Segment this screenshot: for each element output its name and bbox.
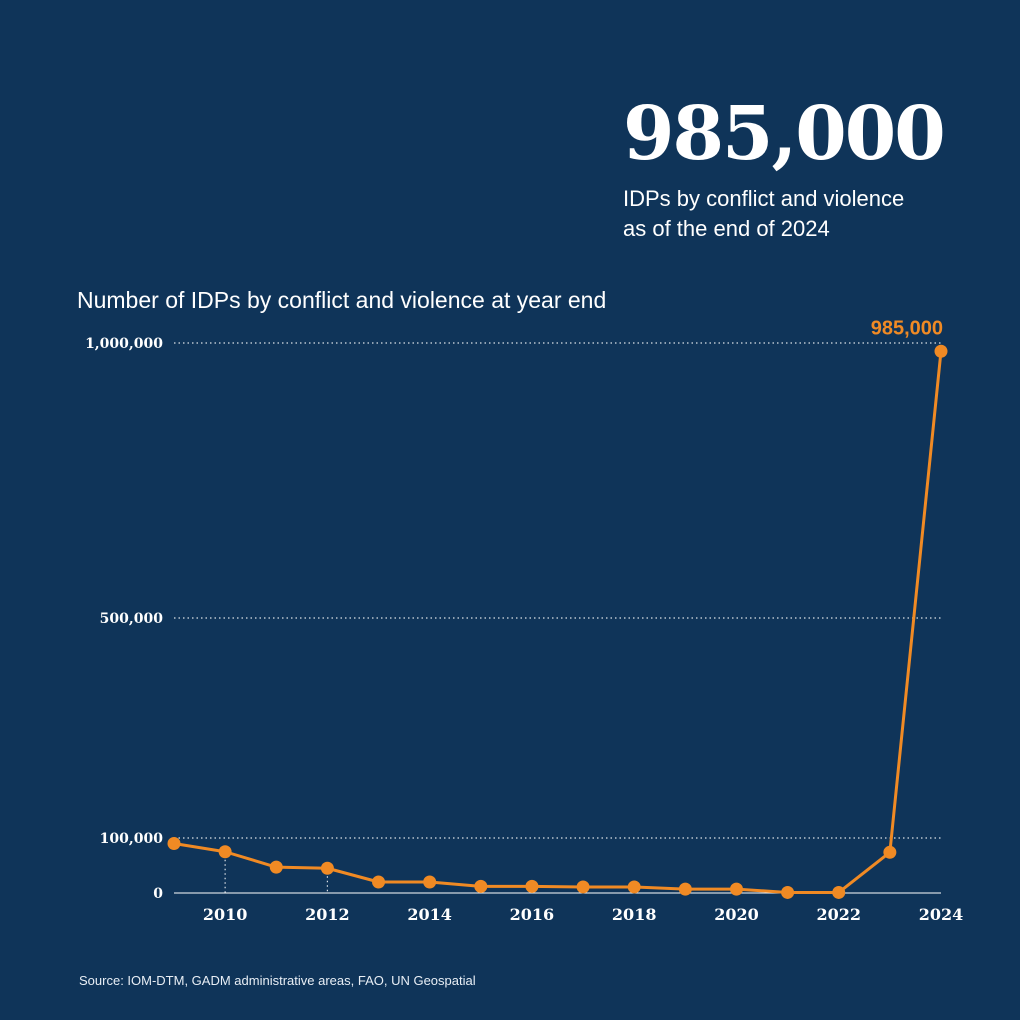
y-tick-label: 1,000,000 bbox=[85, 336, 163, 352]
headline-block: 985,000 IDPs by conflict and violence as… bbox=[623, 92, 963, 244]
data-point bbox=[934, 344, 948, 358]
headline-caption: IDPs by conflict and violence as of the … bbox=[623, 186, 905, 241]
x-tick-label: 2010 bbox=[203, 905, 248, 924]
data-point bbox=[218, 845, 232, 859]
data-point bbox=[781, 885, 795, 899]
data-point bbox=[423, 875, 437, 889]
x-tick-label: 2024 bbox=[919, 905, 964, 924]
annotation-layer: 985,000 bbox=[871, 317, 943, 339]
data-point bbox=[525, 879, 539, 893]
data-point bbox=[729, 882, 743, 896]
data-point bbox=[883, 845, 897, 859]
x-tick-label: 2020 bbox=[714, 905, 759, 924]
x-tick-label: 2016 bbox=[510, 905, 555, 924]
y-tick-label: 500,000 bbox=[100, 611, 164, 627]
data-point bbox=[627, 880, 641, 894]
y-axis-ticks: 0 100,000 500,000 1,000,000 bbox=[85, 336, 163, 902]
chart-title: Number of IDPs by conflict and violence … bbox=[77, 287, 607, 313]
data-point bbox=[832, 885, 846, 899]
x-axis-ticks: 2010 2012 2014 2016 2018 2020 2022 2024 bbox=[203, 905, 963, 924]
grid-lines bbox=[174, 342, 941, 894]
data-point bbox=[678, 882, 692, 896]
y-tick-label: 0 bbox=[153, 886, 163, 902]
x-tick-label: 2018 bbox=[612, 905, 657, 924]
data-point bbox=[167, 837, 181, 850]
headline-value: 985,000 bbox=[623, 91, 946, 177]
x-tick-label: 2022 bbox=[816, 905, 861, 924]
data-label-2024: 985,000 bbox=[871, 317, 943, 339]
y-tick-label: 100,000 bbox=[100, 831, 164, 847]
source-note: Source: IOM-DTM, GADM administrative are… bbox=[79, 973, 476, 988]
data-point bbox=[372, 875, 386, 889]
data-point bbox=[576, 880, 590, 894]
series-line bbox=[173, 351, 943, 894]
series-layer bbox=[167, 344, 948, 899]
x-tick-label: 2014 bbox=[407, 905, 452, 924]
data-point bbox=[474, 879, 488, 893]
data-point bbox=[320, 861, 334, 875]
data-point bbox=[269, 860, 283, 874]
x-tick-label: 2012 bbox=[305, 905, 350, 924]
